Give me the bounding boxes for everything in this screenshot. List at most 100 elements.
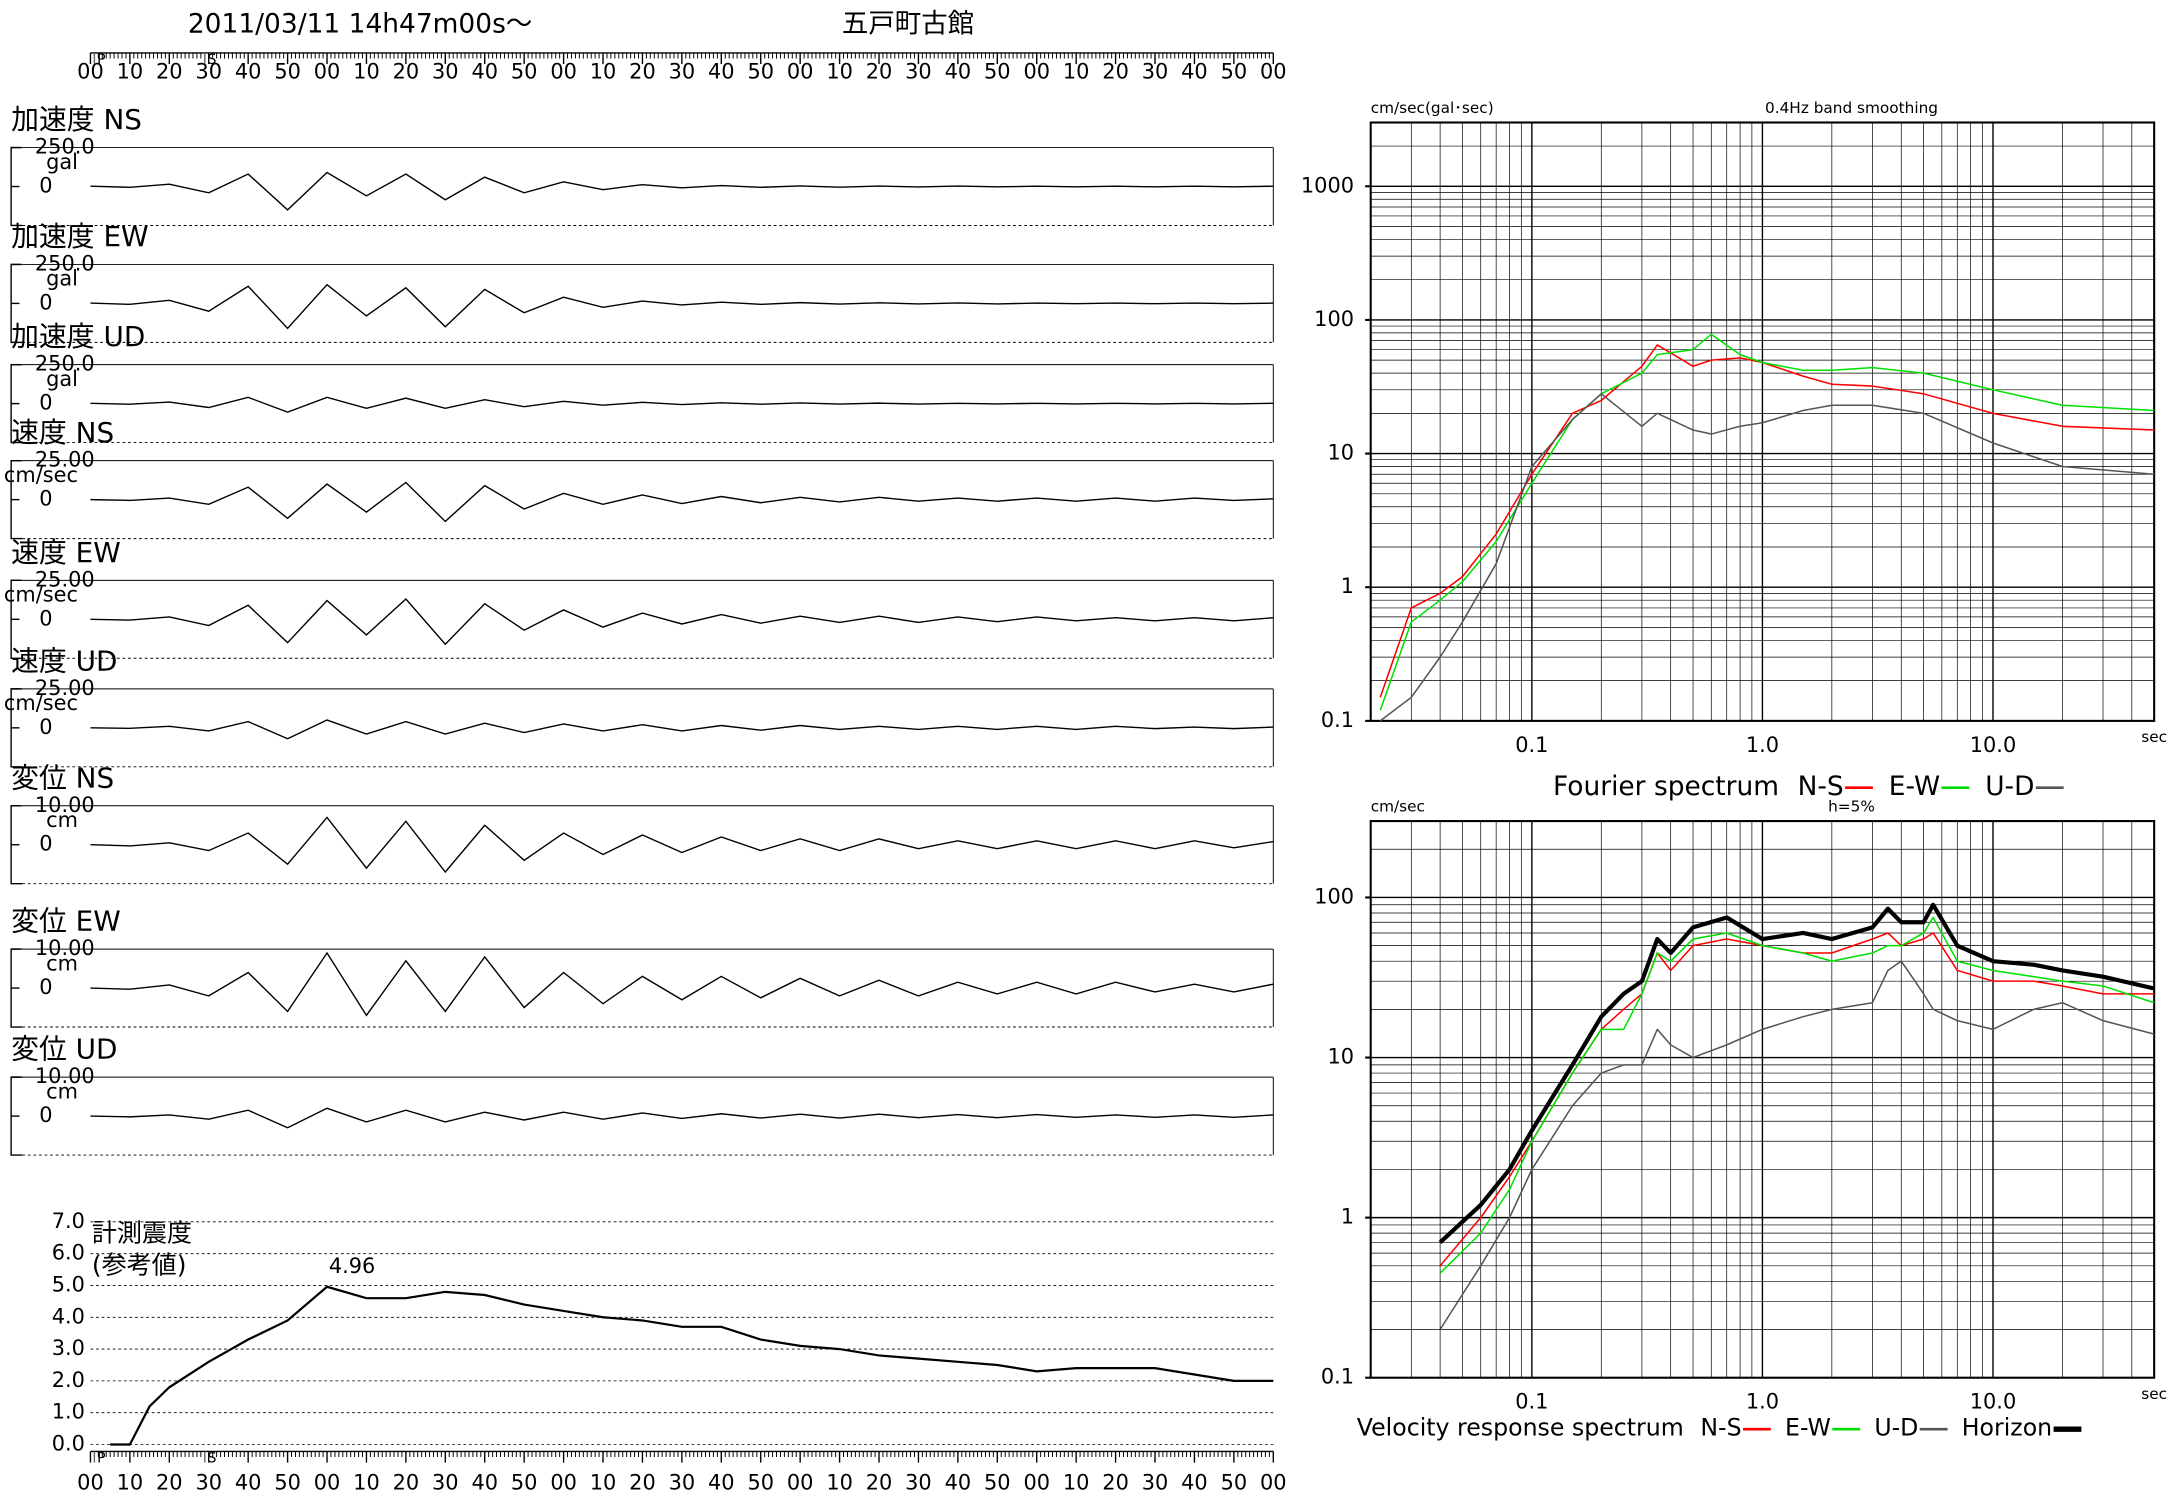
time-tick-label: 40 [1181, 59, 1208, 83]
trace-tick-label: 25.00 [35, 448, 95, 472]
y-tick-label: 0.1 [1321, 1365, 1354, 1389]
time-tick-label: 10 [826, 1470, 853, 1494]
trace-title: 変位 UD [11, 1033, 117, 1066]
station-name: 五戸町古館 [842, 9, 974, 40]
time-tick-label: 40 [471, 59, 498, 83]
time-tick-label: 20 [1102, 59, 1129, 83]
y-tick-label: 7.0 [52, 1209, 85, 1233]
y-tick-label: 100 [1314, 307, 1354, 331]
legend-label: E-W [1785, 1414, 1831, 1442]
time-tick-label: 40 [235, 59, 262, 83]
y-tick-label: 3.0 [52, 1336, 85, 1360]
y-tick-label: 0.1 [1321, 708, 1354, 732]
trace-tick-label: 25.00 [35, 676, 95, 700]
trace-unit: gal [46, 367, 78, 391]
time-tick-label: 10 [590, 59, 617, 83]
time-tick-label: 40 [1181, 1470, 1208, 1494]
y-tick-label: 6.0 [52, 1241, 85, 1265]
time-tick-label: 10 [353, 59, 380, 83]
time-tick-label: 20 [393, 1470, 420, 1494]
intensity-line [110, 1285, 1274, 1446]
time-tick-label: 20 [866, 1470, 893, 1494]
trace-tick-label: 10.00 [35, 1064, 95, 1088]
time-tick-label: 30 [432, 59, 459, 83]
legend-label: U-D [1874, 1414, 1918, 1442]
time-tick-label: 50 [274, 1470, 301, 1494]
trace-tick-label: 0 [39, 290, 52, 314]
time-tick-label: 00 [1260, 1470, 1287, 1494]
waveform-line [90, 719, 1274, 740]
trace-tick-label: 0 [39, 975, 52, 999]
time-tick-label: 00 [550, 1470, 577, 1494]
time-tick-label: 20 [629, 59, 656, 83]
time-tick-label: 20 [156, 1470, 183, 1494]
time-tick-label: 10 [117, 1470, 144, 1494]
trace-title: 加速度 UD [11, 320, 145, 353]
trace-tick-label: 250.0 [35, 251, 95, 275]
y-tick-label: 100 [1314, 884, 1354, 908]
intensity-subtitle: (参考値) [92, 1250, 187, 1279]
time-tick-label: 40 [708, 59, 735, 83]
plot-frame [1369, 820, 2156, 1379]
x-tick-label: 1.0 [1746, 733, 1779, 757]
x-tick-label: 1.0 [1746, 1390, 1779, 1414]
phase-label: S [208, 1450, 217, 1466]
trace-unit: cm/sec [4, 583, 78, 607]
y-tick-label: 1 [1341, 574, 1354, 598]
y-tick-label: 0.0 [52, 1432, 85, 1456]
spectrum-line [1439, 960, 2155, 1330]
time-tick-label: 20 [393, 59, 420, 83]
time-tick-label: 00 [314, 59, 341, 83]
spectrum-line [1439, 916, 2155, 1274]
trace-tick-label: 0 [39, 606, 52, 630]
y-tick-label: 10 [1327, 1045, 1354, 1069]
trace-tick-label: 0 [39, 174, 52, 198]
time-tick-label: 40 [708, 1470, 735, 1494]
legend-title: Fourier spectrum [1553, 771, 1779, 802]
time-tick-label: 10 [826, 59, 853, 83]
waveform-line [90, 283, 1274, 330]
trace-title: 加速度 NS [11, 103, 142, 136]
x-tick-label: 0.1 [1515, 733, 1548, 757]
x-axis-label: sec [2141, 1385, 2167, 1403]
time-tick-label: 00 [550, 59, 577, 83]
peak-label: 4.96 [329, 1254, 375, 1278]
time-tick-label: 00 [1023, 1470, 1050, 1494]
time-tick-label: 20 [1102, 1470, 1129, 1494]
trace-title: 速度 NS [11, 416, 114, 449]
spectrum-line [1379, 344, 2155, 698]
time-tick-label: 50 [511, 59, 538, 83]
time-tick-label: 30 [195, 59, 222, 83]
time-tick-label: 50 [1221, 59, 1248, 83]
time-tick-label: 20 [629, 1470, 656, 1494]
trace-title: 速度 UD [11, 644, 117, 677]
trace-tick-label: 10.00 [35, 793, 95, 817]
trace-title: 加速度 EW [11, 220, 148, 253]
x-tick-label: 10.0 [1970, 733, 2016, 757]
trace-unit: cm [46, 808, 78, 832]
chart-subtitle: h=5% [1828, 798, 1875, 816]
legend-label: N-S [1700, 1414, 1741, 1442]
y-tick-label: 1.0 [52, 1400, 85, 1424]
x-axis-label: sec [2141, 728, 2167, 746]
trace-tick-label: 0 [39, 715, 52, 739]
y-tick-label: 2.0 [52, 1368, 85, 1392]
plot-frame [1369, 121, 2156, 722]
time-tick-label: 40 [945, 59, 972, 83]
time-tick-label: 00 [1023, 59, 1050, 83]
trace-tick-label: 0 [39, 391, 52, 415]
time-tick-label: 40 [471, 1470, 498, 1494]
y-tick-label: 5.0 [52, 1272, 85, 1296]
time-tick-label: 30 [432, 1470, 459, 1494]
time-tick-label: 10 [117, 59, 144, 83]
time-tick-label: 50 [1221, 1470, 1248, 1494]
waveform-line [90, 951, 1274, 1017]
time-tick-label: 00 [787, 59, 814, 83]
record-time: 2011/03/11 14h47m00s〜 [188, 9, 532, 40]
y-tick-label: 1000 [1301, 173, 1354, 197]
time-tick-label: 30 [905, 59, 932, 83]
legend-label: N-S [1798, 771, 1844, 802]
trace-unit: cm/sec [4, 691, 78, 715]
time-tick-label: 00 [77, 1470, 104, 1494]
